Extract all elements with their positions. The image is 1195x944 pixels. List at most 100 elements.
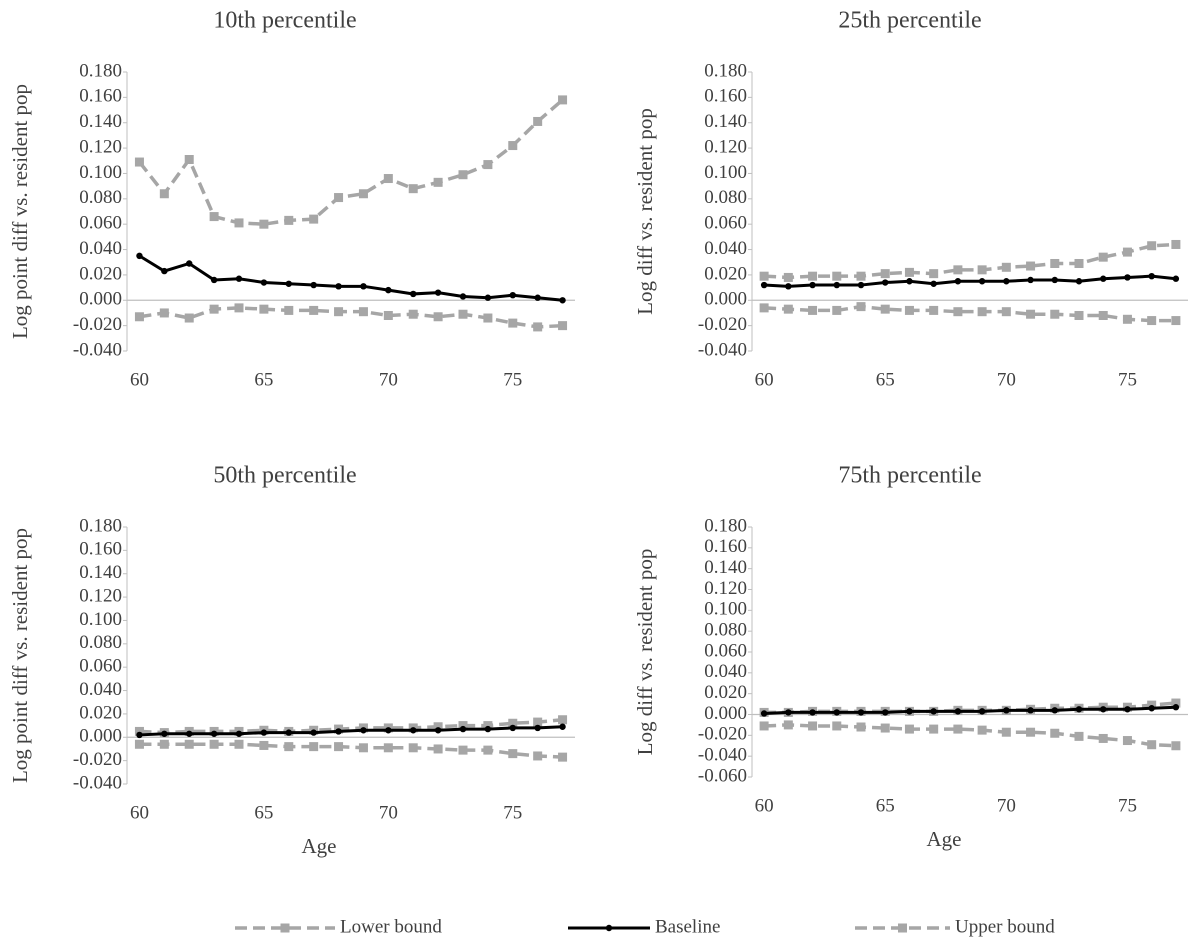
point bbox=[904, 267, 914, 277]
point bbox=[134, 157, 144, 167]
y-tick-label: 0.180 bbox=[79, 60, 122, 81]
point bbox=[1074, 731, 1084, 741]
x-tick-label: 60 bbox=[755, 795, 774, 816]
point bbox=[358, 189, 368, 199]
series-line bbox=[764, 304, 1176, 323]
point bbox=[977, 725, 987, 735]
point bbox=[1001, 727, 1011, 737]
point bbox=[906, 278, 913, 285]
y-tick-label: 0.000 bbox=[79, 726, 122, 747]
point bbox=[808, 721, 818, 731]
point bbox=[360, 727, 367, 734]
point bbox=[559, 297, 566, 304]
y-axis-label: Log diff vs. resident pop bbox=[633, 108, 657, 315]
point bbox=[459, 725, 467, 733]
point bbox=[533, 717, 543, 727]
point bbox=[904, 724, 914, 734]
chart-title: 25th percentile bbox=[838, 8, 981, 34]
point bbox=[335, 283, 342, 290]
y-tick-label: 0.140 bbox=[79, 562, 122, 583]
point bbox=[259, 304, 269, 314]
point bbox=[856, 271, 866, 281]
point bbox=[808, 305, 818, 315]
point bbox=[385, 727, 392, 734]
y-tick-label: 0.140 bbox=[704, 111, 747, 132]
series-line bbox=[139, 742, 563, 759]
point bbox=[234, 303, 244, 313]
point bbox=[809, 281, 816, 289]
point bbox=[309, 214, 319, 224]
point bbox=[1172, 704, 1180, 711]
point bbox=[408, 184, 418, 194]
y-tick-label: 0.100 bbox=[704, 162, 747, 183]
point bbox=[1027, 276, 1034, 284]
point bbox=[209, 304, 219, 314]
point bbox=[235, 730, 243, 737]
point bbox=[977, 265, 987, 275]
y-tick-label: 0.020 bbox=[704, 263, 747, 284]
x-tick-label: 60 bbox=[130, 802, 149, 823]
point bbox=[760, 710, 768, 717]
point bbox=[184, 313, 194, 323]
y-tick-label: 0.140 bbox=[79, 111, 122, 132]
point bbox=[759, 721, 769, 731]
point bbox=[832, 305, 842, 315]
point bbox=[434, 289, 442, 296]
point bbox=[260, 279, 268, 286]
legend-label: Upper bound bbox=[955, 916, 1055, 937]
y-tick-label: 0.160 bbox=[704, 86, 747, 107]
point bbox=[159, 189, 169, 199]
point bbox=[785, 709, 792, 716]
y-tick-label: 0.180 bbox=[704, 60, 747, 81]
point bbox=[1171, 239, 1181, 249]
point bbox=[260, 729, 268, 736]
y-tick-label: 0.060 bbox=[79, 213, 122, 234]
point bbox=[134, 739, 144, 749]
point bbox=[1003, 707, 1010, 714]
point bbox=[1098, 310, 1108, 320]
point bbox=[483, 160, 493, 170]
x-axis-label: Age bbox=[302, 834, 337, 858]
point bbox=[284, 742, 294, 752]
point bbox=[1147, 740, 1157, 750]
point bbox=[953, 724, 963, 734]
point bbox=[929, 305, 939, 315]
point bbox=[882, 709, 889, 716]
point bbox=[234, 218, 244, 228]
y-tick-label: 0.160 bbox=[704, 536, 747, 557]
series-line bbox=[139, 306, 563, 329]
x-tick-label: 60 bbox=[130, 369, 149, 390]
point bbox=[857, 281, 865, 289]
point bbox=[1074, 258, 1084, 268]
point bbox=[783, 272, 793, 282]
point bbox=[458, 170, 468, 180]
point bbox=[906, 708, 913, 715]
y-tick-label: 0.160 bbox=[79, 86, 122, 107]
point bbox=[186, 730, 193, 737]
point bbox=[334, 307, 344, 317]
y-tick-label: -0.040 bbox=[698, 339, 747, 360]
point bbox=[184, 155, 194, 165]
y-axis-label: Log point diff vs. resident pop bbox=[8, 528, 32, 783]
y-tick-label: 0.080 bbox=[79, 187, 122, 208]
y-axis-label: Log diff vs. resident pop bbox=[633, 549, 657, 756]
y-tick-label: 0.180 bbox=[704, 515, 747, 536]
y-tick-label: 0.080 bbox=[704, 620, 747, 641]
point bbox=[358, 743, 368, 753]
y-tick-label: -0.020 bbox=[73, 749, 122, 770]
y-tick-label: 0.040 bbox=[704, 238, 747, 259]
legend-marker bbox=[280, 923, 290, 933]
point bbox=[558, 752, 568, 762]
series-line bbox=[138, 98, 564, 226]
y-tick-label: 0.020 bbox=[704, 682, 747, 703]
point bbox=[783, 720, 793, 730]
x-tick-label: 70 bbox=[997, 795, 1016, 816]
point bbox=[159, 308, 169, 318]
y-tick-label: -0.020 bbox=[73, 314, 122, 335]
point bbox=[458, 309, 468, 319]
point bbox=[385, 286, 392, 294]
point bbox=[285, 729, 292, 736]
y-axis-label: Log point diff vs. resident pop bbox=[8, 84, 32, 339]
point bbox=[434, 727, 442, 734]
point bbox=[1171, 316, 1181, 326]
